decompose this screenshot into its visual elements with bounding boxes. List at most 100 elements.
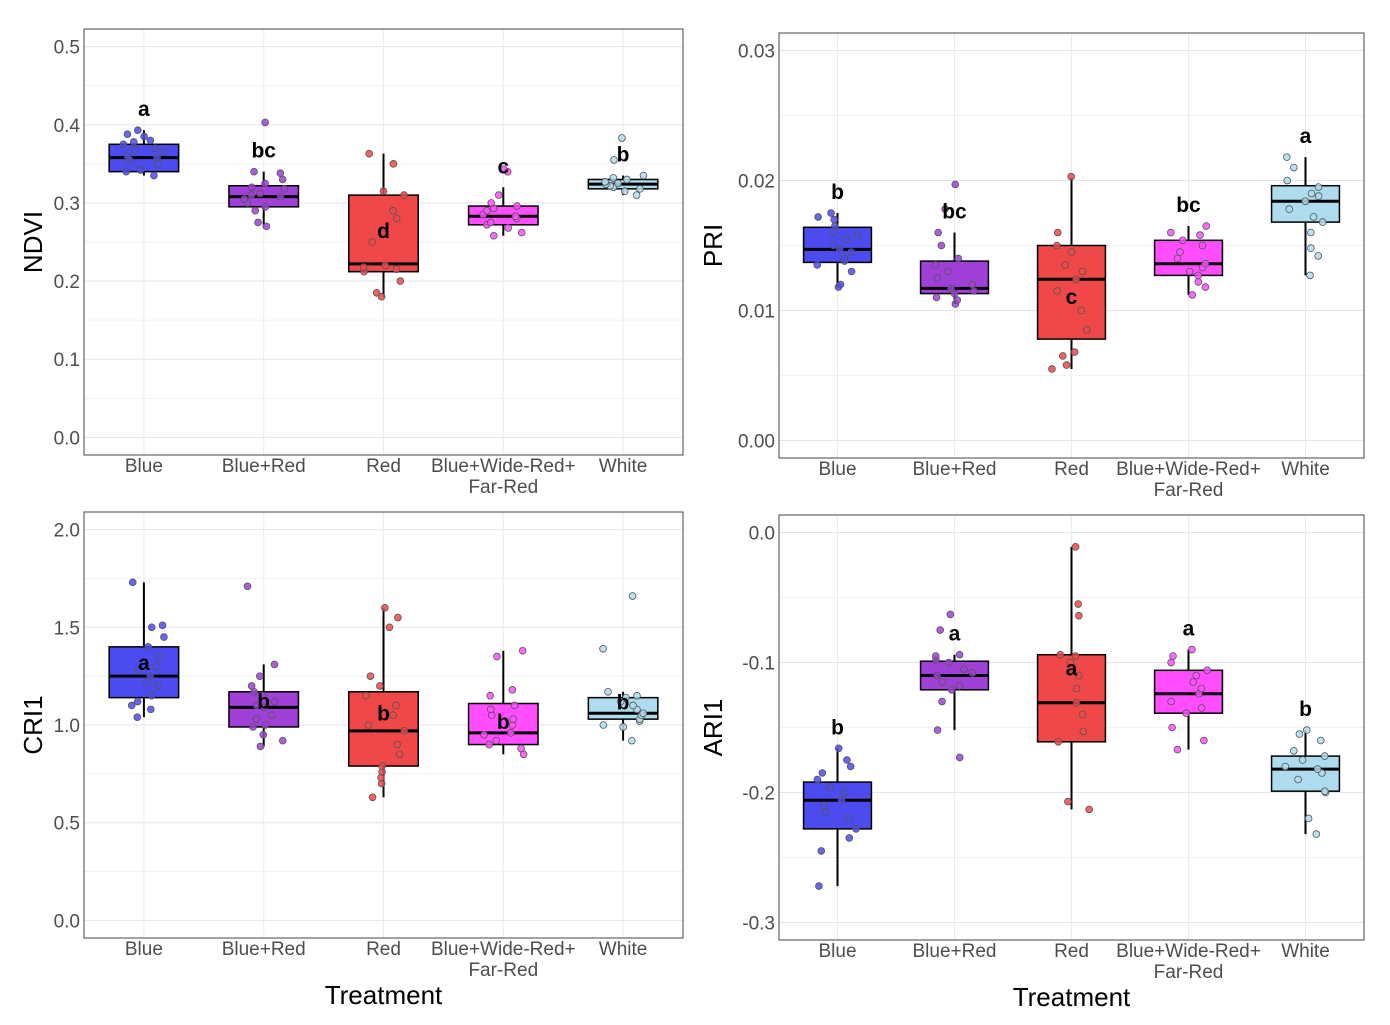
data-point (509, 715, 517, 723)
box-blue-red: bc (228, 118, 300, 231)
data-point (1202, 222, 1210, 230)
data-point (1196, 231, 1204, 239)
x-tick-label-line: Blue+Wide-Red+ (431, 939, 576, 960)
data-point (368, 793, 377, 802)
data-point (508, 686, 517, 694)
x-tick-label-line: Blue+Red (913, 459, 997, 480)
data-point (955, 682, 964, 690)
x-tick-label: Blue (818, 459, 856, 480)
data-point (1188, 645, 1196, 654)
data-point (842, 235, 851, 243)
data-point (146, 136, 155, 145)
data-point (1078, 710, 1087, 719)
data-point (941, 205, 949, 213)
y-tick-label: 0.00 (738, 431, 775, 452)
data-point (1304, 814, 1313, 823)
x-tick-label: Blue (818, 941, 856, 962)
data-point (155, 652, 164, 661)
x-tick-label: Blue (125, 456, 163, 477)
data-point (504, 224, 513, 232)
significance-letter: c (497, 155, 509, 178)
data-point (1166, 228, 1175, 237)
data-point (486, 691, 495, 700)
box-blue-wide-red-far-red: bc (1153, 194, 1224, 299)
data-point (1197, 684, 1206, 693)
data-point (825, 783, 834, 792)
data-point (1283, 176, 1292, 185)
x-tick-label-line: Blue (125, 939, 163, 960)
data-point (133, 697, 142, 706)
data-point (376, 682, 384, 690)
data-point (1200, 736, 1208, 745)
x-tick-label: Blue+Red (222, 939, 306, 960)
data-point (1189, 678, 1197, 686)
significance-letter: bc (942, 201, 967, 224)
data-point (1178, 236, 1187, 245)
data-point (385, 623, 394, 632)
data-point (814, 213, 822, 221)
data-point (276, 192, 285, 201)
data-point (142, 678, 151, 686)
data-point (1054, 737, 1063, 746)
data-point (153, 153, 161, 162)
y-axis-title: NDVI (18, 211, 48, 273)
data-point (392, 265, 401, 274)
data-point (1056, 650, 1065, 659)
data-point (127, 701, 136, 710)
data-point (400, 191, 408, 199)
data-point (836, 280, 845, 289)
data-point (847, 248, 856, 256)
data-point (261, 118, 269, 127)
data-point (1168, 723, 1176, 732)
data-point (278, 736, 287, 745)
data-point (494, 191, 503, 199)
y-axis-title: CRI1 (18, 695, 48, 754)
data-point (938, 678, 947, 686)
data-point (359, 263, 368, 271)
data-point (252, 701, 261, 710)
x-tick-label: White (599, 939, 648, 960)
data-point (1192, 671, 1201, 680)
significance-letter: c (1066, 286, 1078, 309)
data-point (247, 183, 256, 192)
data-point (813, 261, 822, 269)
data-point (1067, 172, 1075, 181)
box-blue: b (802, 716, 873, 890)
x-tick-label: Red (366, 456, 401, 477)
data-point (620, 187, 629, 195)
data-point (619, 723, 627, 731)
data-point (968, 669, 977, 677)
data-point (492, 736, 501, 745)
x-tick-label: White (1281, 459, 1330, 480)
data-point (853, 231, 862, 239)
data-point (136, 166, 145, 174)
data-point (953, 296, 962, 304)
data-point (845, 814, 853, 823)
data-point (159, 148, 168, 156)
data-point (133, 713, 142, 721)
data-point (968, 280, 977, 289)
box-white: b (1270, 698, 1341, 838)
box-blue-red: bc (919, 180, 990, 308)
data-point (1053, 287, 1061, 295)
y-tick-label: 0.01 (738, 301, 775, 322)
x-axis-title: Treatment (325, 980, 443, 1010)
x-tick-label: Blue (125, 939, 163, 960)
data-point (947, 686, 956, 694)
data-point (931, 261, 940, 269)
x-tick-label-line: Blue (818, 941, 856, 962)
data-point (609, 174, 618, 182)
data-point (128, 578, 137, 587)
data-point (946, 610, 955, 619)
data-point (1314, 183, 1323, 191)
x-tick-label-line: Blue (818, 459, 856, 480)
significance-letter: a (1066, 658, 1078, 681)
data-point (1053, 228, 1062, 237)
data-point (950, 289, 959, 298)
box-blue: a (108, 98, 180, 180)
significance-letter: a (138, 98, 150, 121)
significance-letter: b (377, 702, 390, 725)
data-point (1290, 163, 1298, 172)
data-point (837, 796, 846, 805)
x-tick-label-line: White (599, 456, 648, 477)
